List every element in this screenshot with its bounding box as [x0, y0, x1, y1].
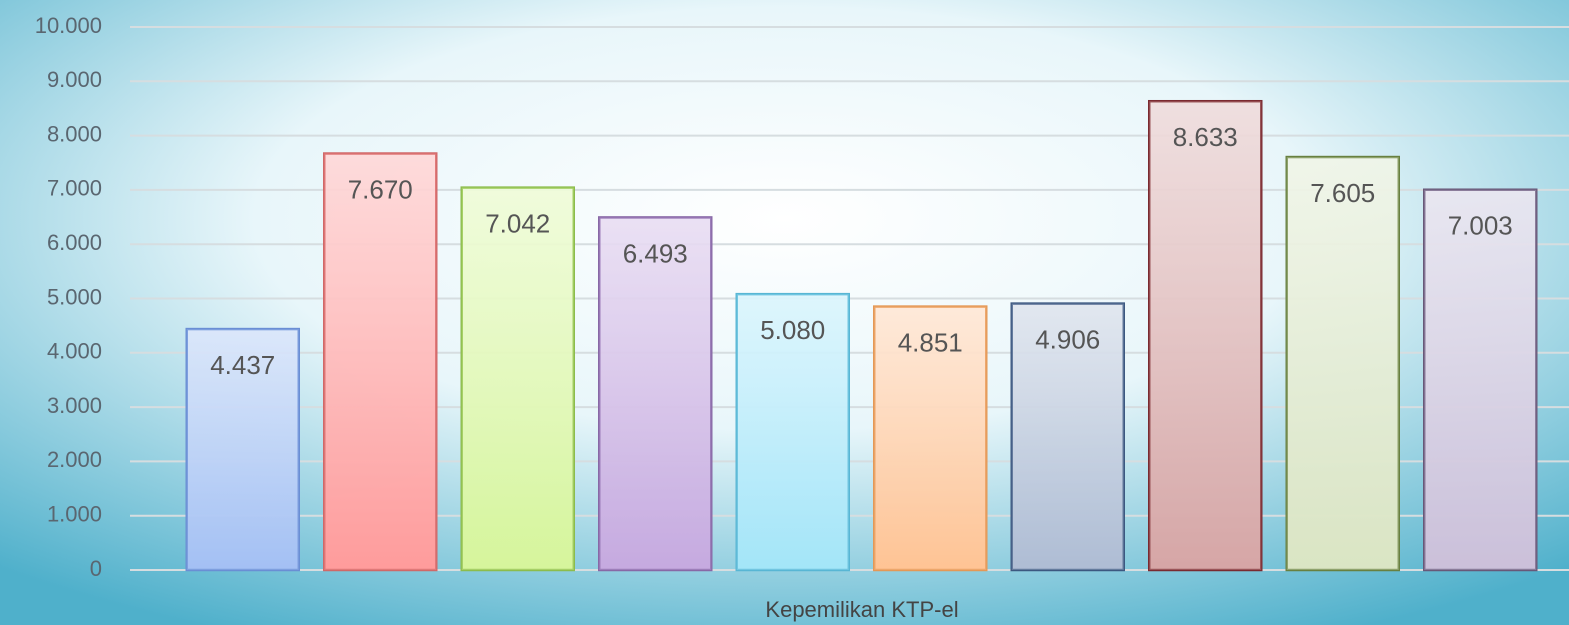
bar: [598, 216, 713, 572]
y-tick-label: 10.000: [35, 13, 102, 38]
value-label: 4.906: [1035, 324, 1100, 354]
value-label: 7.605: [1310, 178, 1375, 208]
bar-tint: [874, 306, 987, 570]
bar-tint: [599, 217, 712, 570]
bar: [1285, 155, 1400, 572]
bar: [1148, 99, 1263, 572]
bar-tint: [186, 329, 299, 570]
bar: [323, 152, 438, 572]
y-tick-label: 2.000: [47, 447, 102, 472]
x-axis-label: Kepemilikan KTP-el: [765, 597, 958, 622]
bar-tint: [1149, 101, 1262, 571]
bar-tint: [1424, 189, 1537, 570]
value-label: 4.851: [898, 327, 963, 357]
y-tick-label: 9.000: [47, 67, 102, 92]
value-label: 6.493: [623, 238, 688, 268]
y-tick-label: 0: [90, 556, 102, 581]
bar: [873, 305, 988, 572]
bar: [185, 327, 300, 572]
y-tick-label: 3.000: [47, 393, 102, 418]
y-tick-label: 5.000: [47, 284, 102, 309]
value-label: 7.003: [1448, 211, 1513, 241]
bar-tint: [461, 187, 574, 571]
bar-tint: [1286, 157, 1399, 570]
y-tick-label: 8.000: [47, 121, 102, 146]
value-label: 7.670: [348, 174, 413, 204]
bar: [460, 186, 575, 572]
bar-tint: [324, 153, 437, 571]
value-label: 8.633: [1173, 122, 1238, 152]
y-tick-label: 1.000: [47, 502, 102, 527]
y-tick-label: 6.000: [47, 230, 102, 255]
value-label: 7.042: [485, 208, 550, 238]
bar-tint: [1011, 303, 1124, 570]
bar: [1423, 188, 1538, 572]
bar: [1010, 302, 1125, 572]
y-tick-label: 4.000: [47, 339, 102, 364]
bar: [735, 292, 850, 572]
value-label: 5.080: [760, 315, 825, 345]
y-tick-label: 7.000: [47, 176, 102, 201]
value-label: 4.437: [210, 350, 275, 380]
bar-tint: [736, 294, 849, 570]
